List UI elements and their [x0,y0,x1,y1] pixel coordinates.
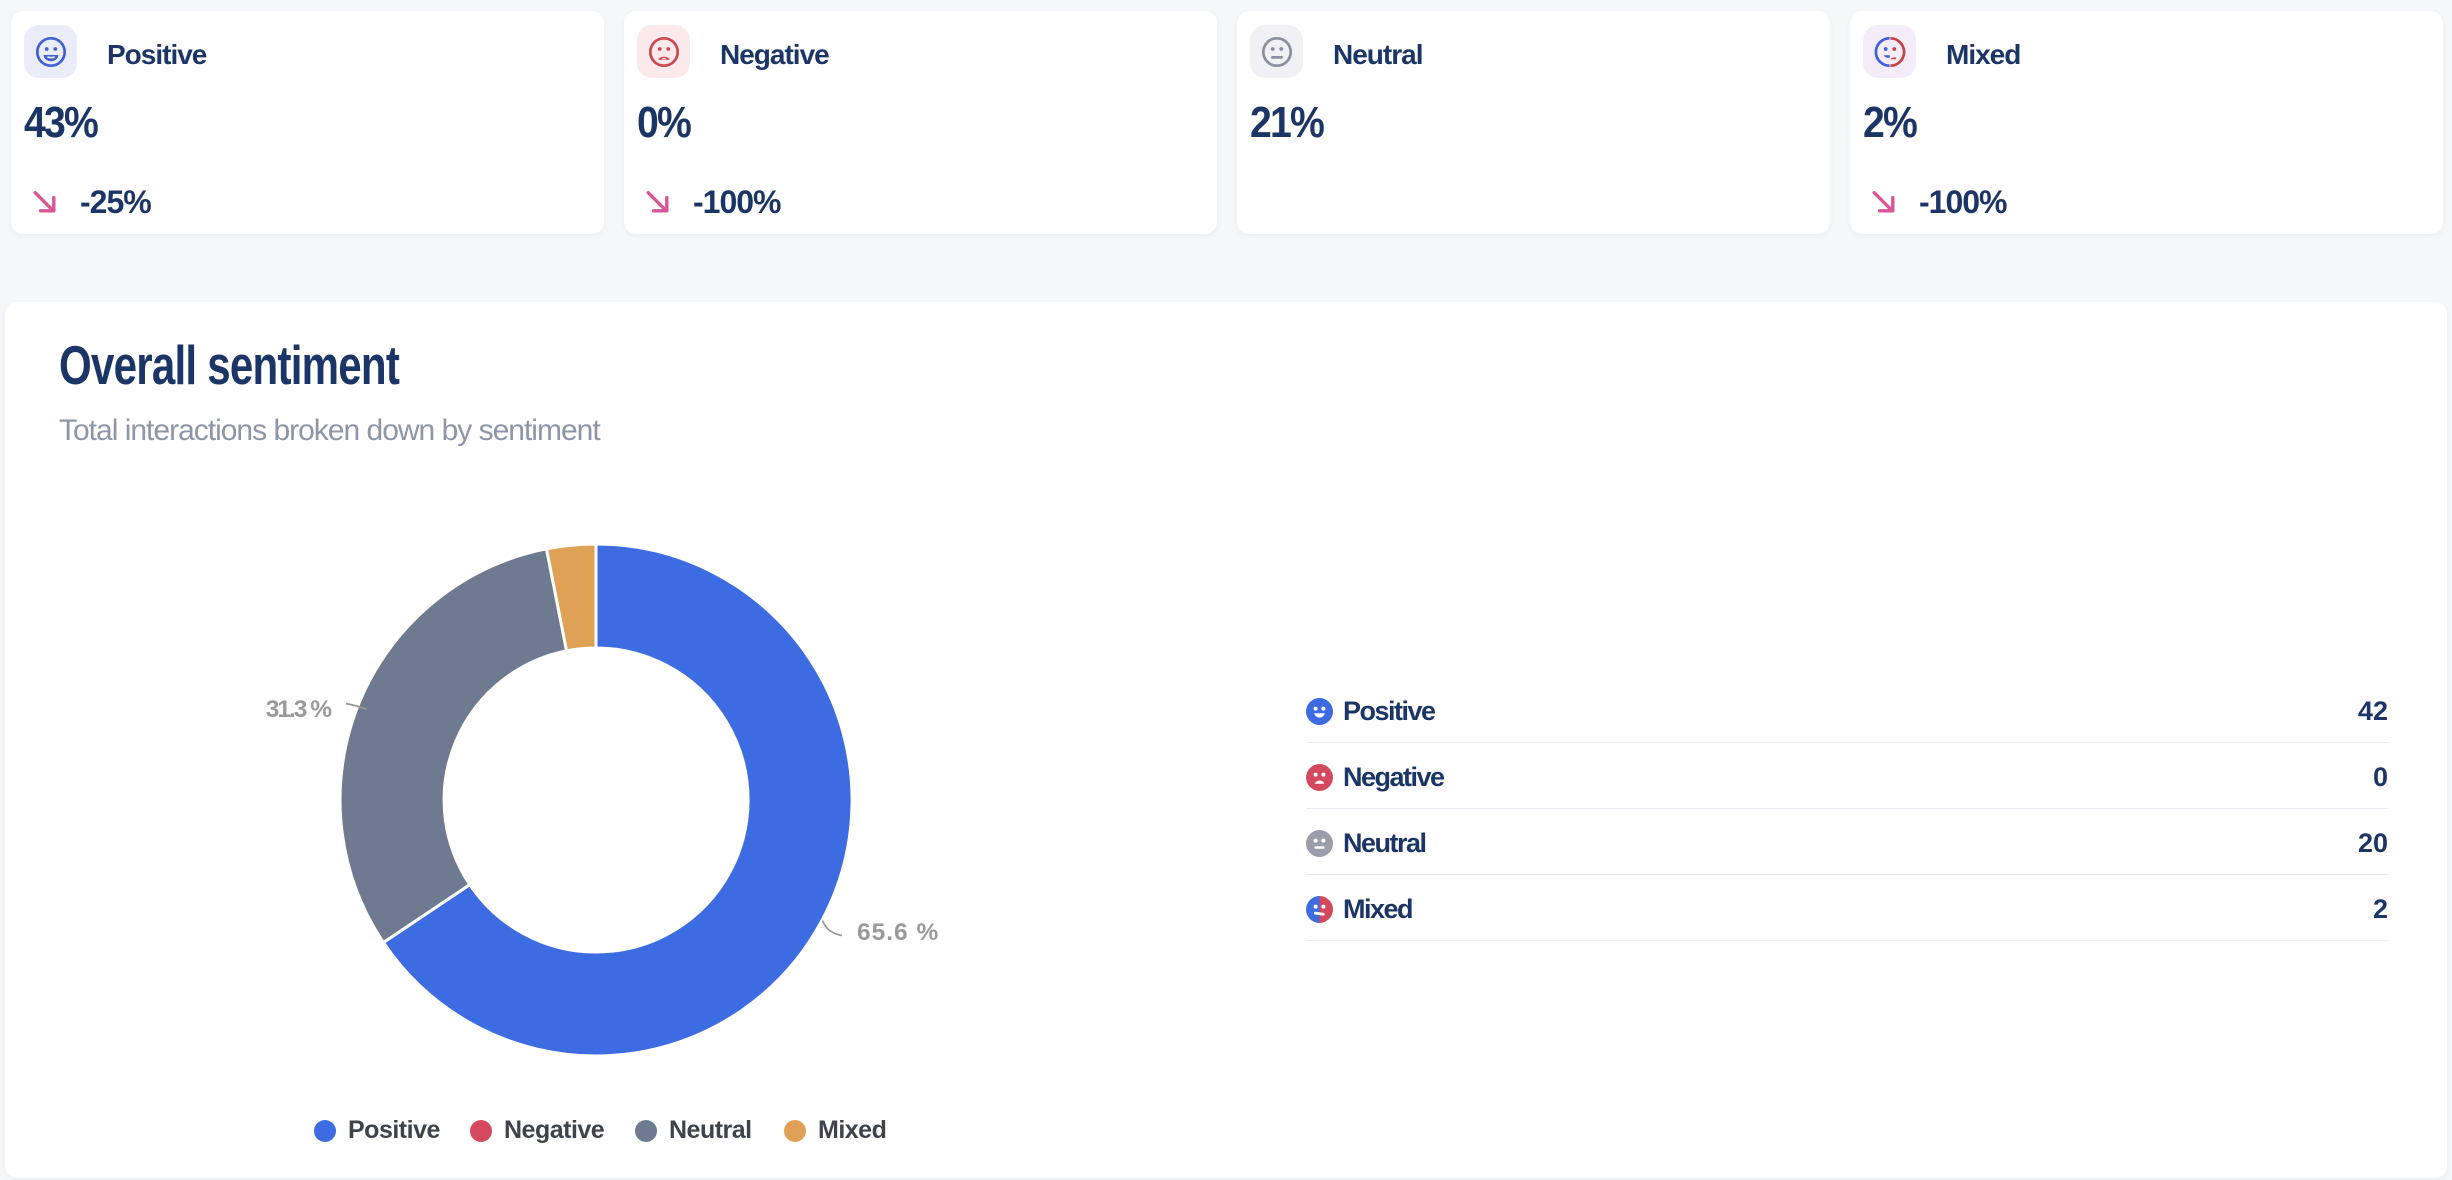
svg-text:65.6 %: 65.6 % [857,919,939,946]
svg-text:31.3 %: 31.3 % [266,696,332,723]
